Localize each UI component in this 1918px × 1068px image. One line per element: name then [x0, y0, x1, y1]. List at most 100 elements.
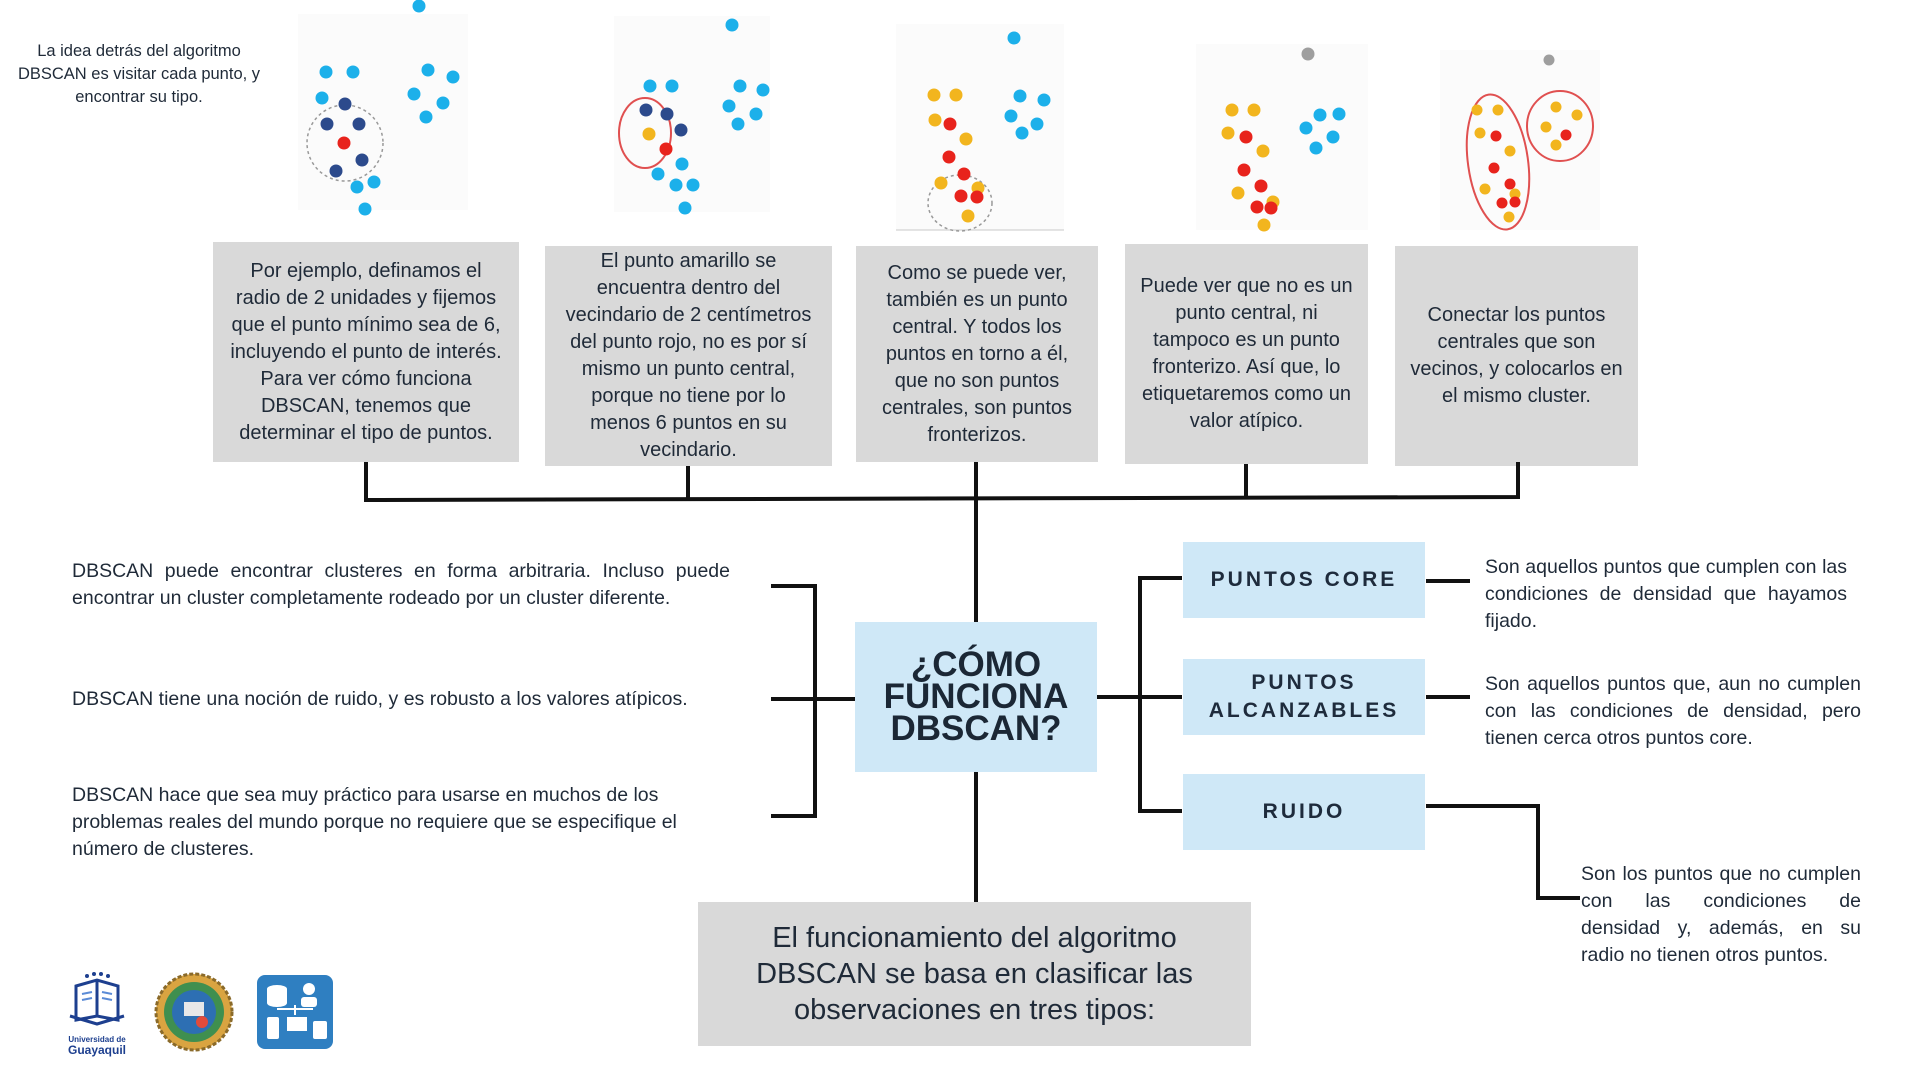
scatter-point	[1496, 197, 1508, 209]
scatter-point	[1471, 104, 1483, 116]
scatter-point	[329, 164, 343, 178]
scatter-point	[959, 132, 973, 146]
scatter-point	[338, 97, 352, 111]
neighborhood-circle	[1465, 93, 1531, 231]
scatter-point	[446, 70, 460, 84]
scatter-point	[927, 88, 941, 102]
faculty-seal-logo	[154, 972, 234, 1052]
scatter-point	[1250, 200, 1264, 214]
scatter-point	[934, 176, 948, 190]
scatter-point	[1509, 188, 1521, 200]
scatter-point	[1004, 109, 1018, 123]
scatter-point	[1332, 107, 1346, 121]
step-box-5: Conectar los puntos centrales que son ve…	[1395, 246, 1638, 466]
main-title: ¿CÓMO FUNCIONA DBSCAN?	[855, 622, 1097, 772]
step-text-2: El punto amarillo se encuentra dentro de…	[565, 250, 812, 461]
step-box-2: El punto amarillo se encuentra dentro de…	[545, 246, 832, 466]
scatter-point	[1550, 139, 1562, 151]
type-desc-core: Son aquellos puntos que cumplen con las …	[1485, 556, 1847, 632]
scatter-point	[1225, 103, 1239, 117]
step-box-3: Como se puede ver, también es un punto c…	[856, 246, 1098, 462]
type-box-ruido: RUIDO	[1183, 774, 1425, 850]
scatter-point	[669, 178, 683, 192]
neighborhood-circle	[306, 104, 384, 182]
scatter-point	[749, 107, 763, 121]
scatter-point	[319, 65, 333, 79]
scatter-point	[1264, 201, 1278, 215]
scatter-point	[1560, 129, 1572, 141]
scatter-point	[686, 178, 700, 192]
scatter-point	[1326, 130, 1340, 144]
scatter-point	[421, 63, 435, 77]
scatter-point	[1509, 196, 1521, 208]
scatter-point	[1254, 179, 1268, 193]
type-desc-alcanzables: Son aquellos puntos que, aun no cumplen …	[1485, 673, 1861, 749]
seal-icon	[154, 972, 234, 1052]
scatter-point	[1237, 163, 1251, 177]
scatter-point	[731, 117, 745, 131]
scatter-point	[1037, 93, 1051, 107]
step-illustrations	[298, 0, 1600, 232]
scatter-point	[659, 142, 673, 156]
scatter-point	[1247, 103, 1261, 117]
scatter-point	[642, 127, 656, 141]
scatter-point	[1474, 127, 1486, 139]
scatter-point	[1015, 126, 1029, 140]
neighborhood-circle	[927, 174, 993, 232]
scatter-point	[928, 113, 942, 127]
scatter-point	[355, 153, 369, 167]
scatter-point	[436, 96, 450, 110]
scatter-point	[725, 18, 739, 32]
scatter-point	[651, 167, 665, 181]
scatter-point	[1492, 104, 1504, 116]
advantage-1: DBSCAN puede encontrar clusteres en form…	[72, 560, 730, 609]
scatter-point	[1543, 54, 1555, 66]
scatter-point	[1299, 121, 1313, 135]
step-box-1: Por ejemplo, definamos el radio de 2 uni…	[213, 242, 519, 462]
scatter-point	[1013, 89, 1027, 103]
book-icon	[69, 972, 125, 1026]
scatter-point	[674, 123, 688, 137]
universidad-guayaquil-logo: Universidad de Guayaquil	[62, 970, 132, 1057]
intro-text: La idea detrás del algoritmo DBSCAN es v…	[17, 42, 261, 106]
scatter-point	[942, 150, 956, 164]
scatter-point	[320, 117, 334, 131]
scatter-point	[733, 79, 747, 93]
scatter-point	[954, 189, 968, 203]
scatter-point	[1540, 121, 1552, 133]
scatter-point	[352, 117, 366, 131]
scatter-point	[1503, 211, 1515, 223]
scatter-point	[1030, 117, 1044, 131]
scatter-point	[1221, 126, 1235, 140]
scatter-point	[412, 0, 426, 13]
type-desc-ruido: Son los puntos que no cumplen con las co…	[1581, 863, 1861, 966]
step-text-5: Conectar los puntos centrales que son ve…	[1410, 304, 1623, 407]
scatter-point	[678, 201, 692, 215]
scatter-point	[1571, 109, 1583, 121]
scatter-point	[675, 157, 689, 171]
scatter-point	[943, 117, 957, 131]
scatter-point	[419, 110, 433, 124]
scatter-point	[315, 91, 329, 105]
neighborhood-circle	[618, 97, 672, 169]
scatter-point	[957, 167, 971, 181]
scatter-point	[1479, 183, 1491, 195]
scatter-point	[1301, 47, 1315, 61]
scatter-point	[970, 190, 984, 204]
scatter-point	[643, 79, 657, 93]
scatter-point	[1490, 130, 1502, 142]
scatter-point	[961, 209, 975, 223]
scatter-point	[1313, 108, 1327, 122]
scatter-point	[350, 180, 364, 194]
scatter-point	[1504, 178, 1516, 190]
scatter-point	[367, 175, 381, 189]
step-box-4: Puede ver que no es un punto central, ni…	[1125, 244, 1368, 464]
scatter-point	[1256, 144, 1270, 158]
advantage-2: DBSCAN tiene una noción de ruido, y es r…	[72, 688, 688, 710]
scatter-point	[639, 103, 653, 117]
scatter-point	[1231, 186, 1245, 200]
scatter-point	[1550, 101, 1562, 113]
scatter-point	[1309, 141, 1323, 155]
bottom-box: El funcionamiento del algoritmo DBSCAN s…	[698, 902, 1251, 1046]
